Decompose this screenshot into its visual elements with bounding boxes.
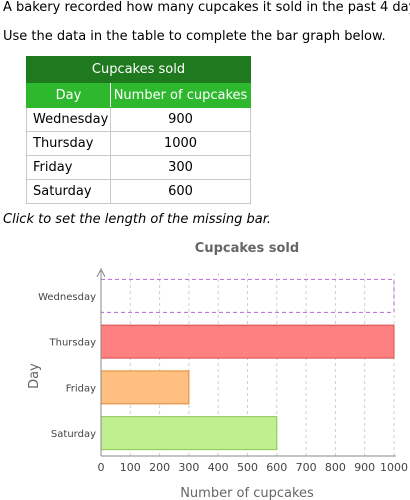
table-cell-value: 900 (110, 107, 251, 132)
bar-friday (100, 370, 190, 405)
table-header-number: Number of cupcakes (110, 82, 251, 108)
bar-thursday (100, 324, 395, 359)
table-cell-value: 600 (110, 179, 251, 204)
y-tick-label: Wednesday (38, 292, 96, 303)
intro-line-1: A bakery recorded how many cupcakes it s… (3, 0, 410, 15)
intro-line-2: Use the data in the table to complete th… (3, 29, 386, 44)
table-cell-day: Wednesday (26, 107, 111, 132)
x-tick-label: 400 (208, 461, 229, 474)
table-cell-day: Thursday (26, 131, 111, 156)
y-axis-arrow-icon (96, 267, 106, 278)
x-tick-label: 300 (178, 461, 199, 474)
table-row: Wednesday 900 (26, 107, 251, 132)
x-tick-label: 1000 (380, 461, 408, 474)
table-cell-value: 1000 (110, 131, 251, 156)
table-row: Thursday 1000 (26, 131, 251, 156)
x-tick-label: 500 (237, 461, 258, 474)
x-tick-label: 700 (296, 461, 317, 474)
table-title: Cupcakes sold (26, 56, 251, 83)
x-tick-label: 600 (266, 461, 287, 474)
y-tick-label: Friday (66, 383, 96, 394)
cupcakes-table: Cupcakes sold Day Number of cupcakes Wed… (26, 56, 251, 204)
x-tick-label: 800 (325, 461, 346, 474)
instruction-text: Click to set the length of the missing b… (3, 212, 272, 227)
x-axis-label: Number of cupcakes (180, 486, 314, 500)
chart-title: Cupcakes sold (195, 241, 299, 256)
y-tick-label: Saturday (51, 429, 96, 440)
x-tick-label: 100 (120, 461, 141, 474)
missing-bar-wednesday[interactable] (100, 278, 395, 313)
x-tick-label: 200 (149, 461, 170, 474)
table-cell-day: Friday (26, 155, 111, 180)
y-axis-label: Day (27, 363, 42, 389)
table-header-day: Day (26, 82, 111, 108)
x-tick-label: 0 (98, 461, 105, 474)
bar-saturday (100, 416, 278, 451)
y-tick-label: Thursday (49, 338, 97, 349)
x-tick-label: 900 (354, 461, 375, 474)
table-cell-day: Saturday (26, 179, 111, 204)
table-row: Saturday 600 (26, 179, 251, 204)
